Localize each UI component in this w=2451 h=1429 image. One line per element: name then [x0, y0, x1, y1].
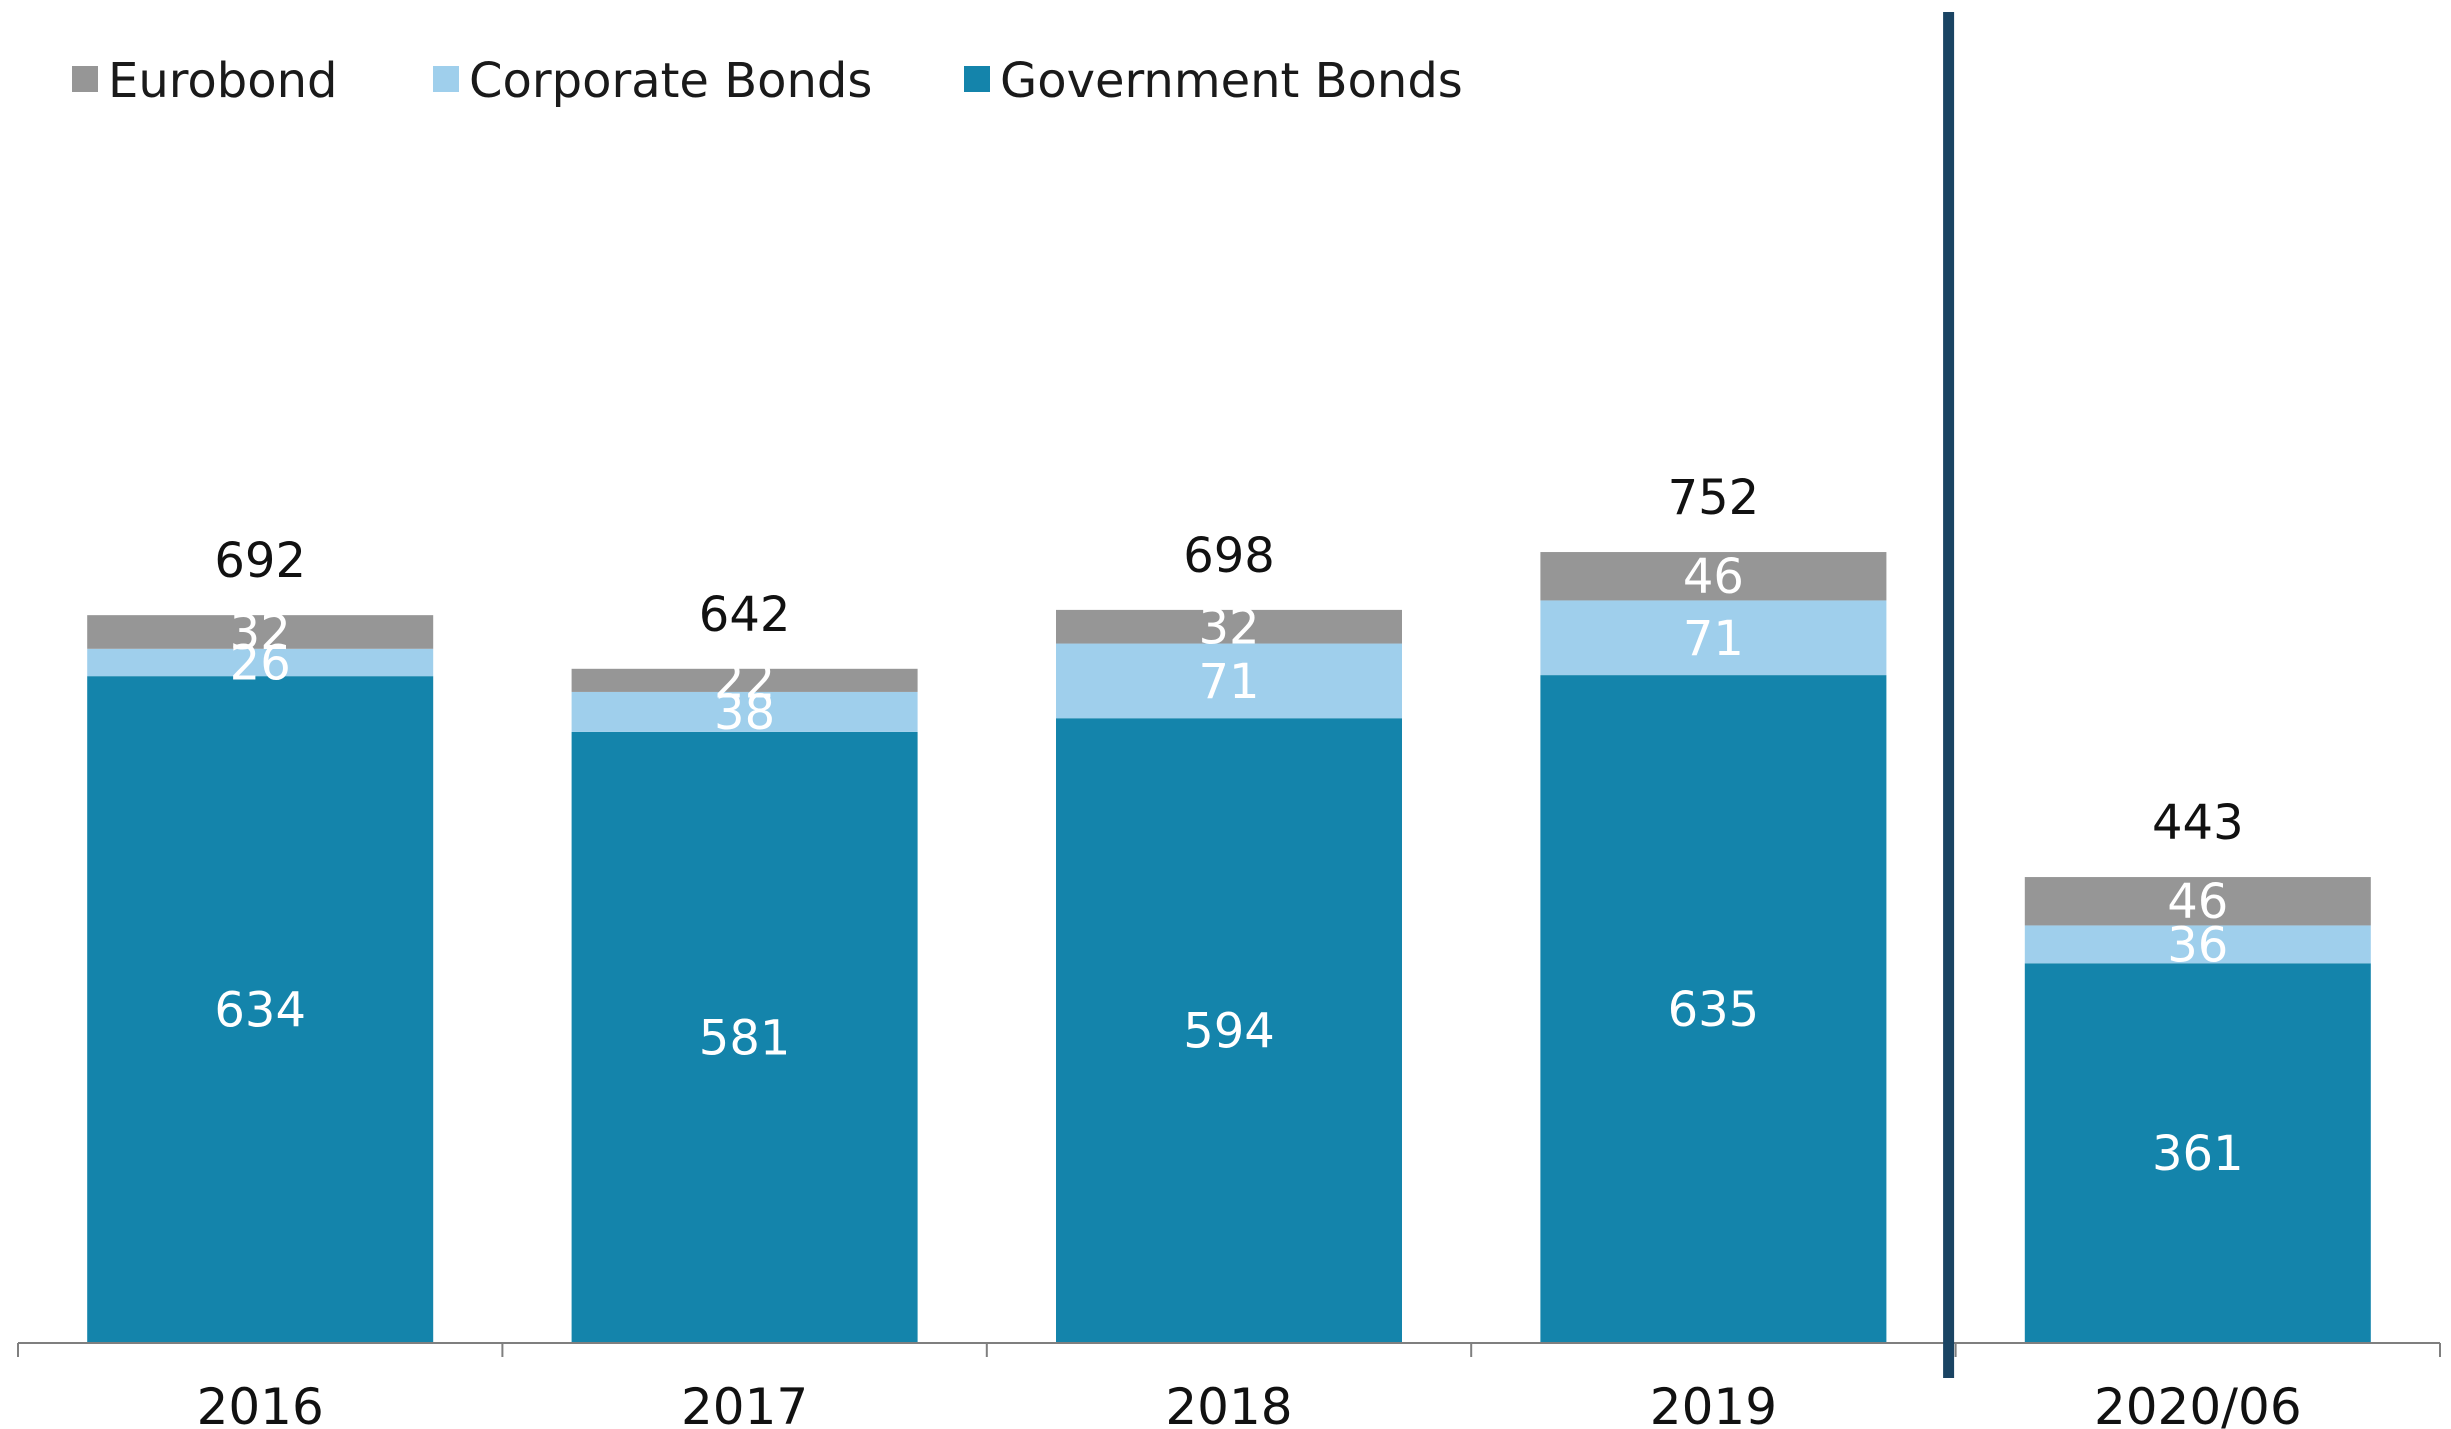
bar-government-3	[1540, 675, 1887, 1343]
x-tick-label-2: 2018	[1165, 1378, 1292, 1429]
total-label-1: 642	[699, 587, 791, 643]
segment-label-corporate-1: 38	[714, 685, 775, 741]
bar-government-1	[571, 731, 918, 1343]
bar-government-2	[1056, 718, 1402, 1343]
legend-swatch-government	[964, 66, 990, 92]
x-axis: 2016 2017 2018 2019 2020/06	[17, 1342, 2441, 1429]
bar-government-0	[87, 676, 434, 1343]
legend-item-eurobond: Eurobond	[72, 53, 338, 109]
bar-corporate-4	[2024, 925, 2371, 964]
segment-label-corporate-4: 36	[2167, 917, 2228, 973]
segment-label-government-4: 361	[2152, 1126, 2244, 1182]
bar-eurobond-1	[571, 668, 918, 692]
legend-label-corporate: Corporate Bonds	[469, 53, 872, 109]
bar-corporate-0	[87, 648, 434, 677]
segment-label-eurobond-3: 46	[1683, 549, 1744, 605]
total-label-3: 752	[1668, 470, 1760, 526]
legend-swatch-eurobond	[72, 66, 98, 92]
bar-government-4	[2024, 963, 2371, 1343]
segment-label-government-1: 581	[699, 1010, 791, 1066]
legend-swatch-corporate	[433, 66, 459, 92]
bar-eurobond-0	[87, 615, 434, 649]
segment-label-corporate-3: 71	[1683, 611, 1744, 667]
x-tick-label-4: 2020/06	[2094, 1378, 2302, 1429]
segment-label-eurobond-2: 32	[1198, 600, 1259, 656]
segment-label-government-2: 594	[1183, 1004, 1275, 1060]
bar-corporate-3	[1540, 600, 1887, 676]
total-label-2: 698	[1183, 528, 1275, 584]
legend: Eurobond Corporate Bonds Government Bonds	[72, 53, 1463, 109]
total-label-0: 692	[214, 533, 306, 589]
total-label-4: 443	[2152, 795, 2244, 851]
segment-label-eurobond-1: 22	[714, 653, 775, 709]
legend-label-eurobond: Eurobond	[108, 53, 338, 109]
legend-item-corporate: Corporate Bonds	[433, 53, 872, 109]
data-labels: 6342632692581382264259471326986357146752…	[214, 470, 2243, 1182]
segment-label-eurobond-0: 32	[230, 605, 291, 661]
x-tick-label-3: 2019	[1650, 1378, 1777, 1429]
bar-corporate-1	[571, 691, 918, 732]
legend-item-government: Government Bonds	[964, 53, 1463, 109]
bar-eurobond-2	[1056, 609, 1402, 644]
segment-label-corporate-2: 71	[1198, 654, 1259, 710]
segment-label-government-3: 635	[1668, 982, 1760, 1038]
segment-label-corporate-0: 26	[230, 635, 291, 691]
bar-corporate-2	[1056, 643, 1402, 719]
x-tick-label-0: 2016	[197, 1378, 324, 1429]
legend-label-government: Government Bonds	[1000, 53, 1463, 109]
bar-eurobond-4	[2024, 877, 2371, 926]
x-tick-label-1: 2017	[681, 1378, 808, 1429]
bar-eurobond-3	[1540, 552, 1887, 601]
segment-label-government-0: 634	[214, 983, 306, 1039]
bars	[87, 552, 2371, 1343]
segment-label-eurobond-4: 46	[2167, 874, 2228, 930]
